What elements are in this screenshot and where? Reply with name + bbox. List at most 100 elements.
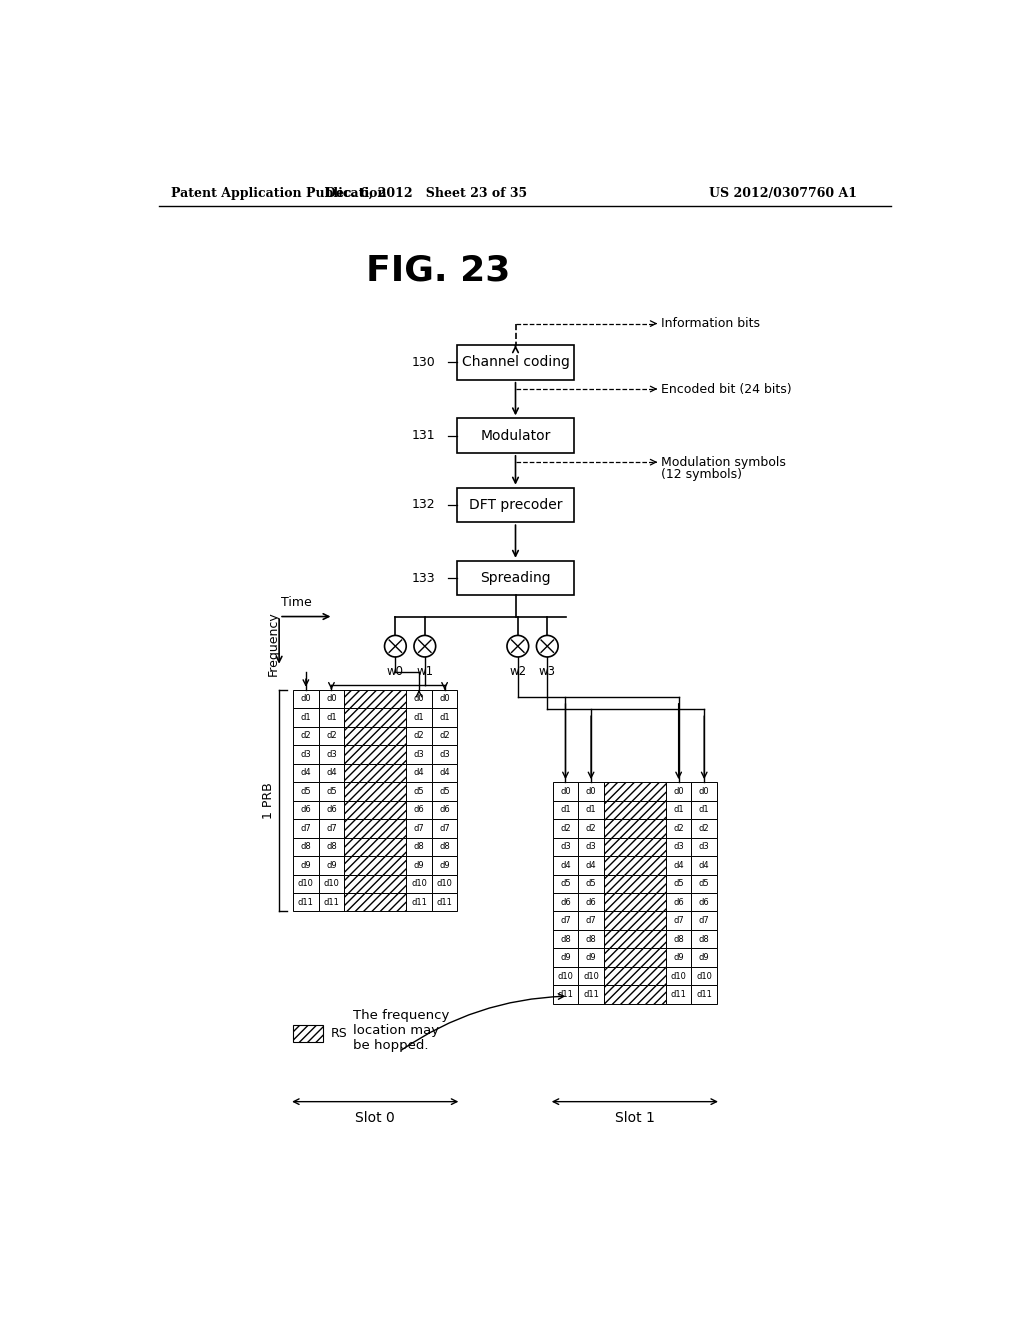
Bar xyxy=(458,418,573,453)
Bar xyxy=(604,985,666,1003)
Text: d1: d1 xyxy=(326,713,337,722)
Text: d5: d5 xyxy=(414,787,424,796)
Bar xyxy=(579,929,604,948)
Bar xyxy=(344,837,407,855)
Bar xyxy=(293,800,318,818)
Bar xyxy=(293,689,318,708)
Text: The frequency
location may
be hopped.: The frequency location may be hopped. xyxy=(352,1010,450,1052)
Text: d2: d2 xyxy=(699,824,710,833)
Bar xyxy=(553,929,579,948)
Text: Modulator: Modulator xyxy=(480,429,551,442)
Bar xyxy=(604,874,666,892)
Text: d7: d7 xyxy=(326,824,337,833)
Bar xyxy=(432,689,458,708)
Text: 131: 131 xyxy=(412,429,435,442)
Text: d8: d8 xyxy=(414,842,424,851)
Text: d1: d1 xyxy=(699,805,710,814)
Bar xyxy=(318,763,344,781)
Text: d6: d6 xyxy=(560,898,570,907)
Bar xyxy=(579,800,604,818)
Bar xyxy=(666,966,691,985)
Bar xyxy=(432,855,458,874)
Bar xyxy=(344,744,407,763)
Bar xyxy=(432,708,458,726)
Bar xyxy=(344,763,407,781)
Text: d8: d8 xyxy=(439,842,450,851)
Text: d3: d3 xyxy=(586,842,596,851)
Text: d8: d8 xyxy=(560,935,570,944)
Bar xyxy=(293,708,318,726)
Text: d11: d11 xyxy=(671,990,686,999)
Text: 133: 133 xyxy=(412,572,435,585)
Bar xyxy=(691,855,717,874)
Bar xyxy=(458,345,573,380)
Text: d4: d4 xyxy=(301,768,311,777)
Text: w1: w1 xyxy=(417,665,433,677)
Bar xyxy=(344,892,407,911)
Bar xyxy=(604,892,666,911)
Text: d6: d6 xyxy=(439,805,450,814)
Bar xyxy=(407,744,432,763)
Text: US 2012/0307760 A1: US 2012/0307760 A1 xyxy=(710,186,857,199)
Bar xyxy=(407,689,432,708)
Text: d10: d10 xyxy=(436,879,453,888)
Bar xyxy=(293,837,318,855)
Text: d3: d3 xyxy=(673,842,684,851)
Text: d6: d6 xyxy=(673,898,684,907)
Text: Patent Application Publication: Patent Application Publication xyxy=(171,186,386,199)
Bar xyxy=(432,726,458,744)
Text: 1 PRB: 1 PRB xyxy=(262,783,275,818)
Text: d9: d9 xyxy=(674,953,684,962)
Text: Slot 0: Slot 0 xyxy=(355,1111,395,1125)
Text: d7: d7 xyxy=(698,916,710,925)
Bar xyxy=(318,726,344,744)
Text: d9: d9 xyxy=(560,953,570,962)
Text: d10: d10 xyxy=(298,879,313,888)
Bar xyxy=(318,818,344,838)
Text: d4: d4 xyxy=(674,861,684,870)
Bar xyxy=(666,929,691,948)
Bar xyxy=(318,708,344,726)
Text: d8: d8 xyxy=(698,935,710,944)
Bar xyxy=(666,837,691,855)
Text: d1: d1 xyxy=(586,805,596,814)
Text: d8: d8 xyxy=(300,842,311,851)
Bar xyxy=(691,874,717,892)
Text: d11: d11 xyxy=(436,898,453,907)
Text: d7: d7 xyxy=(673,916,684,925)
Text: d2: d2 xyxy=(301,731,311,741)
Bar xyxy=(318,781,344,800)
Text: d6: d6 xyxy=(300,805,311,814)
Bar xyxy=(344,781,407,800)
Text: d4: d4 xyxy=(439,768,450,777)
Text: d5: d5 xyxy=(301,787,311,796)
Bar xyxy=(293,1024,323,1041)
Bar xyxy=(553,818,579,838)
Text: Frequency: Frequency xyxy=(266,611,280,676)
Text: d3: d3 xyxy=(560,842,570,851)
Text: d5: d5 xyxy=(586,879,596,888)
Bar xyxy=(553,781,579,800)
Text: Time: Time xyxy=(282,595,312,609)
Bar xyxy=(318,892,344,911)
Text: d4: d4 xyxy=(586,861,596,870)
Bar xyxy=(691,929,717,948)
Text: d1: d1 xyxy=(560,805,570,814)
Text: d6: d6 xyxy=(586,898,596,907)
Bar xyxy=(553,911,579,929)
Bar xyxy=(666,800,691,818)
Text: d0: d0 xyxy=(560,787,570,796)
Bar xyxy=(666,892,691,911)
Text: w2: w2 xyxy=(509,665,526,677)
Bar xyxy=(553,855,579,874)
Text: w0: w0 xyxy=(387,665,403,677)
Bar xyxy=(666,874,691,892)
Text: d10: d10 xyxy=(583,972,599,981)
Bar xyxy=(553,874,579,892)
Bar xyxy=(691,985,717,1003)
Text: Slot 1: Slot 1 xyxy=(615,1111,654,1125)
Text: Encoded bit (24 bits): Encoded bit (24 bits) xyxy=(662,383,792,396)
Text: d11: d11 xyxy=(411,898,427,907)
Bar xyxy=(293,763,318,781)
Text: d0: d0 xyxy=(586,787,596,796)
